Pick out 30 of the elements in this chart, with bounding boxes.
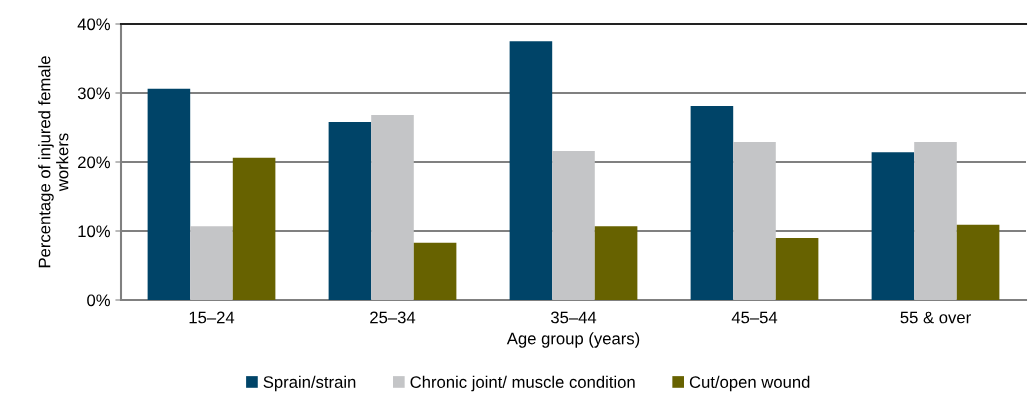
x-tick-label: 15–24 <box>189 311 235 324</box>
y-tick-label: 10% <box>78 225 110 238</box>
bar <box>690 106 734 300</box>
bar <box>190 226 233 300</box>
y-tick-label: 40% <box>77 18 110 31</box>
bar <box>914 141 957 300</box>
bar <box>371 115 414 300</box>
legend-label: Cut/open wound <box>689 375 810 392</box>
bar <box>328 121 372 300</box>
bar <box>147 88 191 300</box>
x-tick-label: 35–44 <box>550 311 597 324</box>
x-tick-label: 25–34 <box>370 311 416 324</box>
x-tick-label: 45–54 <box>731 311 778 324</box>
bar <box>552 150 595 300</box>
x-axis-title: Age group (years) <box>506 332 640 348</box>
bar <box>956 224 1000 300</box>
bar <box>733 141 776 300</box>
bar <box>594 226 638 300</box>
bar <box>509 41 553 300</box>
y-axis-title: Percentage of injured female workers <box>38 56 69 268</box>
y-tick-label: 0% <box>87 294 110 307</box>
bar <box>413 242 457 300</box>
legend-label: Chronic joint/ muscle condition <box>410 375 635 392</box>
legend-label: Sprain/strain <box>263 375 356 392</box>
bar <box>775 237 819 300</box>
y-tick-label: 20% <box>78 156 110 169</box>
bar <box>232 157 276 300</box>
y-tick-label: 30% <box>77 87 110 100</box>
x-tick-label: 55 & over <box>900 311 971 324</box>
bar <box>871 152 915 300</box>
